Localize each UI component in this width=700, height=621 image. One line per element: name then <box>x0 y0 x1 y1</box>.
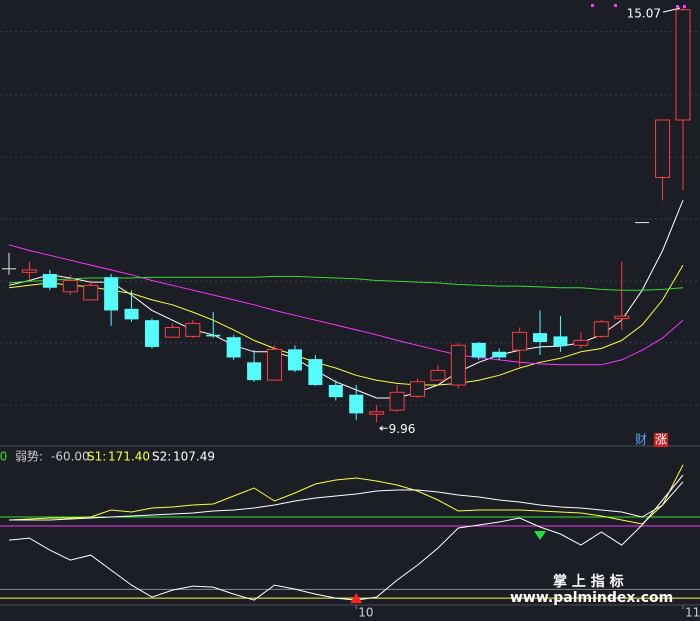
x-tick-label: 10 <box>358 606 373 620</box>
layer: 10 11 15.07 9.96 <box>0 7 700 620</box>
badge[interactable]: 涨 <box>655 432 667 447</box>
candle-body <box>247 362 262 381</box>
x-tick-label: 11 <box>685 606 700 620</box>
candle-body <box>267 348 283 381</box>
candle-body <box>62 279 78 293</box>
candle-body <box>287 349 302 371</box>
candle-body <box>83 284 99 301</box>
candle-body <box>104 277 119 311</box>
candle-body <box>675 9 691 121</box>
marker-dot <box>683 5 686 8</box>
candle-body <box>614 315 630 320</box>
ma-line <box>8 200 684 399</box>
indicator-line <box>8 474 684 601</box>
candle-body <box>164 326 180 338</box>
candle-body <box>471 342 486 358</box>
candle-body <box>349 394 364 414</box>
high-label: 15.07 <box>627 7 661 21</box>
marker-dot <box>591 4 594 7</box>
watermark-url: www.palmindex.com <box>510 590 673 606</box>
candle-body <box>430 369 446 381</box>
legend-value: 107.49 <box>173 450 215 464</box>
candle-body <box>226 337 241 358</box>
candle-body <box>206 334 221 337</box>
candle-body <box>635 222 650 224</box>
candle-body <box>144 320 159 347</box>
candle-body <box>573 339 589 346</box>
candle-body <box>328 385 343 398</box>
marker-dot <box>676 5 679 8</box>
candle-body <box>21 269 37 273</box>
candle-body <box>593 321 609 337</box>
low-label: 9.96 <box>389 422 416 436</box>
sell-signal <box>534 531 547 541</box>
ma-line <box>8 244 684 366</box>
candle-body <box>369 411 385 415</box>
ma-line <box>8 264 684 386</box>
candle-body <box>308 359 323 386</box>
candle-body <box>512 331 528 351</box>
badge[interactable]: 财 <box>635 433 647 447</box>
annotation-arrow <box>662 7 681 13</box>
candle-body <box>185 322 201 337</box>
watermark-title: 掌 上 指 标 <box>553 573 624 590</box>
candle-body <box>389 391 405 411</box>
legend-name: 弱势: <box>15 450 43 464</box>
legend-value: -60.00 <box>51 450 90 464</box>
candle-body <box>553 336 568 347</box>
annotation-arrow <box>379 425 388 431</box>
legend-value: 171.40 <box>108 450 150 464</box>
candle-body <box>42 273 57 288</box>
candle-body <box>655 119 671 179</box>
legend-name: S2: <box>152 450 171 464</box>
candle-body <box>124 308 139 320</box>
marker-dot <box>614 4 617 7</box>
candle-body <box>492 351 507 358</box>
ma-line <box>8 275 684 291</box>
indicator-line <box>9 481 684 521</box>
candle-body <box>450 344 466 386</box>
badge-box <box>654 433 668 447</box>
indicator-line <box>8 464 684 525</box>
legend-name: S1: <box>87 450 106 464</box>
candle-body <box>533 333 548 343</box>
candle-body <box>2 268 16 270</box>
candle-body <box>409 381 425 397</box>
legend-prefix: 00 <box>0 450 7 464</box>
buy-signal <box>350 593 363 604</box>
